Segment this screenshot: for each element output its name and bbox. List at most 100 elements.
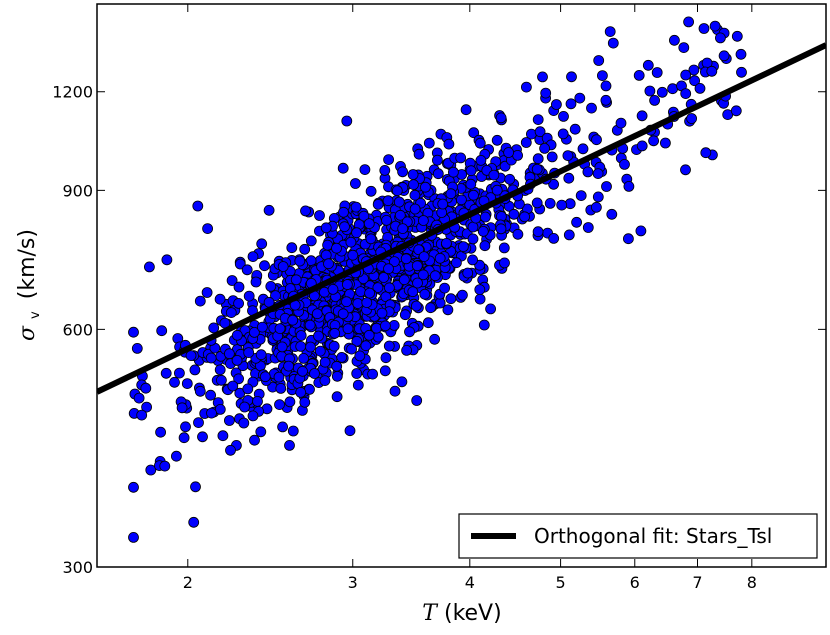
data-point bbox=[243, 290, 255, 302]
data-point bbox=[234, 258, 246, 270]
data-point bbox=[423, 137, 435, 149]
data-point bbox=[474, 137, 486, 149]
data-point bbox=[231, 354, 243, 366]
data-point bbox=[450, 257, 462, 269]
data-point bbox=[593, 55, 605, 66]
data-point bbox=[355, 286, 367, 298]
x-tick-label: 7 bbox=[692, 573, 702, 592]
data-point bbox=[295, 330, 307, 341]
data-points bbox=[128, 16, 747, 543]
data-point bbox=[206, 407, 217, 419]
data-point bbox=[474, 293, 486, 305]
data-point bbox=[319, 356, 331, 368]
data-point bbox=[381, 214, 392, 226]
data-point bbox=[467, 221, 479, 233]
data-point bbox=[475, 154, 487, 166]
data-point bbox=[214, 364, 226, 376]
data-point bbox=[591, 201, 602, 213]
data-point bbox=[304, 319, 316, 331]
data-point bbox=[255, 426, 267, 438]
data-point bbox=[431, 154, 443, 166]
data-point bbox=[577, 143, 589, 155]
data-point bbox=[383, 282, 395, 294]
data-point bbox=[194, 385, 206, 397]
data-point bbox=[565, 98, 577, 110]
data-point bbox=[532, 114, 544, 125]
data-point bbox=[557, 128, 569, 140]
data-point bbox=[259, 371, 271, 383]
data-point bbox=[678, 42, 690, 53]
data-point bbox=[300, 205, 311, 217]
data-point bbox=[349, 178, 361, 189]
data-point bbox=[181, 378, 193, 390]
plot-background bbox=[97, 4, 826, 567]
data-point bbox=[223, 415, 235, 426]
data-point bbox=[273, 371, 285, 383]
data-point bbox=[380, 352, 392, 364]
data-point bbox=[537, 71, 548, 83]
data-point bbox=[365, 233, 377, 245]
data-point bbox=[417, 215, 429, 226]
data-point bbox=[488, 169, 500, 181]
data-point bbox=[247, 251, 259, 263]
data-point bbox=[574, 92, 586, 104]
data-point bbox=[140, 382, 152, 394]
data-point bbox=[185, 350, 197, 362]
data-point bbox=[323, 258, 334, 270]
data-point bbox=[644, 85, 656, 97]
x-axis-symbol: T bbox=[422, 601, 439, 626]
data-point bbox=[160, 367, 172, 379]
data-point bbox=[305, 341, 316, 353]
data-point bbox=[342, 323, 354, 335]
data-point bbox=[442, 304, 454, 316]
data-point bbox=[169, 376, 180, 388]
data-point bbox=[422, 317, 434, 329]
data-point bbox=[478, 319, 490, 331]
data-point bbox=[161, 254, 173, 266]
data-point bbox=[344, 425, 356, 437]
data-point bbox=[534, 126, 546, 138]
data-point bbox=[412, 277, 423, 289]
data-point bbox=[520, 137, 532, 148]
data-point bbox=[295, 340, 307, 352]
data-point bbox=[265, 280, 277, 292]
data-point bbox=[193, 417, 204, 429]
data-point bbox=[397, 166, 409, 178]
data-point bbox=[532, 153, 544, 165]
data-point bbox=[556, 199, 568, 211]
data-point bbox=[551, 99, 562, 110]
data-point bbox=[512, 149, 523, 161]
data-point bbox=[188, 516, 200, 528]
data-point bbox=[215, 374, 227, 386]
data-point bbox=[440, 237, 452, 249]
data-point bbox=[504, 173, 516, 185]
data-point bbox=[619, 158, 630, 170]
data-point bbox=[284, 396, 296, 408]
data-point bbox=[143, 261, 155, 273]
data-point bbox=[656, 86, 668, 98]
data-point bbox=[519, 211, 530, 223]
fit-line bbox=[97, 42, 826, 395]
data-point bbox=[680, 88, 692, 99]
data-point bbox=[358, 210, 370, 222]
data-point bbox=[359, 164, 371, 176]
data-point bbox=[331, 391, 343, 403]
x-tick-label: 3 bbox=[348, 573, 358, 592]
data-point bbox=[706, 65, 718, 77]
data-point bbox=[498, 242, 510, 254]
data-point bbox=[372, 198, 384, 210]
data-point bbox=[277, 421, 289, 433]
data-point bbox=[388, 256, 400, 268]
data-point bbox=[311, 308, 323, 320]
data-point bbox=[277, 261, 289, 272]
data-point bbox=[563, 172, 575, 184]
data-point bbox=[467, 254, 479, 266]
data-point bbox=[467, 233, 479, 245]
data-point bbox=[445, 188, 457, 200]
data-point bbox=[429, 333, 441, 345]
y-tick-label: 300 bbox=[62, 558, 93, 577]
data-point bbox=[575, 190, 587, 202]
data-point bbox=[352, 298, 364, 309]
data-point bbox=[313, 330, 324, 342]
